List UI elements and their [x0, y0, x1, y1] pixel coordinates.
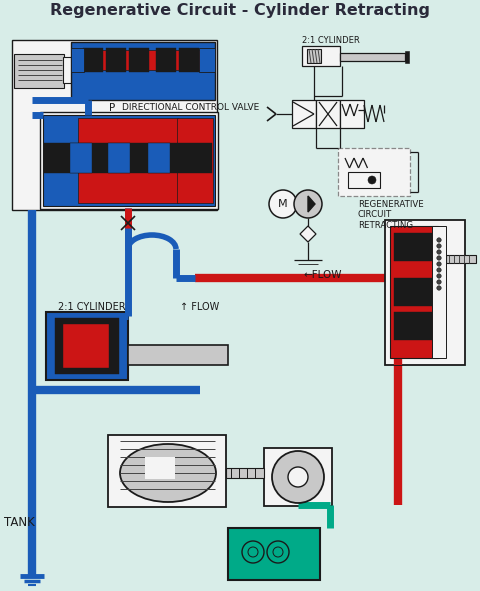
Bar — [348, 172, 380, 188]
Bar — [44, 143, 212, 173]
Bar — [14, 54, 64, 88]
Bar — [55, 318, 119, 374]
Bar — [307, 49, 321, 63]
Bar — [71, 48, 84, 72]
Bar — [264, 448, 332, 506]
Bar — [302, 46, 340, 66]
Circle shape — [437, 238, 441, 242]
Bar — [106, 48, 126, 72]
Bar — [338, 148, 410, 196]
Text: ↑ FLOW: ↑ FLOW — [180, 302, 219, 312]
Bar — [340, 53, 405, 61]
Bar — [179, 48, 199, 72]
Circle shape — [267, 541, 289, 563]
Circle shape — [288, 467, 308, 487]
Circle shape — [294, 190, 322, 218]
Bar — [177, 118, 213, 203]
Bar — [63, 57, 72, 83]
Text: 2:1 CYLINDER: 2:1 CYLINDER — [58, 302, 126, 312]
Circle shape — [437, 250, 441, 254]
Circle shape — [437, 286, 441, 290]
Circle shape — [272, 451, 324, 503]
Bar — [40, 112, 218, 209]
Bar — [70, 143, 92, 173]
Bar — [292, 100, 316, 128]
Bar — [78, 118, 178, 203]
Bar — [46, 312, 128, 380]
Text: REGENERATIVE
CIRCUIT
RETRACTING: REGENERATIVE CIRCUIT RETRACTING — [358, 200, 424, 230]
Circle shape — [368, 176, 376, 184]
Text: ←FLOW: ←FLOW — [303, 270, 341, 280]
Bar — [83, 48, 103, 72]
Bar — [71, 42, 215, 100]
Bar — [394, 312, 432, 340]
Circle shape — [269, 190, 297, 218]
Text: TANK: TANK — [4, 515, 35, 528]
Bar — [228, 528, 320, 580]
Bar — [226, 468, 264, 478]
Bar — [148, 143, 170, 173]
Circle shape — [437, 280, 441, 284]
Bar — [199, 48, 215, 72]
Bar — [432, 226, 446, 358]
Circle shape — [437, 274, 441, 278]
Bar — [394, 233, 432, 261]
Circle shape — [437, 268, 441, 272]
Bar — [108, 143, 130, 173]
Text: Regenerative Circuit - Cylinder Retracting: Regenerative Circuit - Cylinder Retracti… — [50, 3, 430, 18]
Polygon shape — [300, 226, 316, 242]
Text: P: P — [109, 103, 115, 113]
Circle shape — [437, 256, 441, 260]
Circle shape — [437, 244, 441, 248]
Circle shape — [437, 262, 441, 266]
Text: M: M — [278, 199, 288, 209]
Ellipse shape — [120, 444, 216, 502]
Bar — [405, 51, 409, 63]
Bar — [129, 48, 149, 72]
Bar — [145, 457, 175, 479]
Circle shape — [242, 541, 264, 563]
Text: 2:1 CYLINDER: 2:1 CYLINDER — [302, 36, 360, 45]
Circle shape — [248, 547, 258, 557]
Bar — [108, 435, 226, 507]
Bar — [446, 255, 476, 263]
Circle shape — [273, 547, 283, 557]
Bar — [12, 40, 217, 210]
Text: DIRECTIONAL CONTROL VALVE: DIRECTIONAL CONTROL VALVE — [122, 103, 259, 112]
Bar — [394, 278, 432, 306]
Bar — [340, 100, 364, 128]
Bar — [128, 345, 228, 365]
Bar — [390, 226, 438, 358]
Bar — [63, 324, 109, 368]
Bar — [156, 48, 176, 72]
Bar — [316, 100, 340, 128]
Bar — [43, 115, 215, 206]
Bar — [385, 220, 465, 365]
Polygon shape — [308, 196, 315, 212]
Bar — [83, 50, 203, 70]
